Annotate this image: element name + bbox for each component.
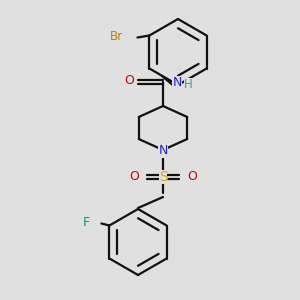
Text: F: F xyxy=(82,216,89,229)
Text: Br: Br xyxy=(110,30,123,43)
Text: O: O xyxy=(124,74,134,88)
Text: O: O xyxy=(187,170,197,184)
Text: H: H xyxy=(184,77,192,91)
Text: N: N xyxy=(158,145,168,158)
Text: S: S xyxy=(159,170,167,184)
Text: O: O xyxy=(129,170,139,184)
Text: N: N xyxy=(172,76,182,88)
